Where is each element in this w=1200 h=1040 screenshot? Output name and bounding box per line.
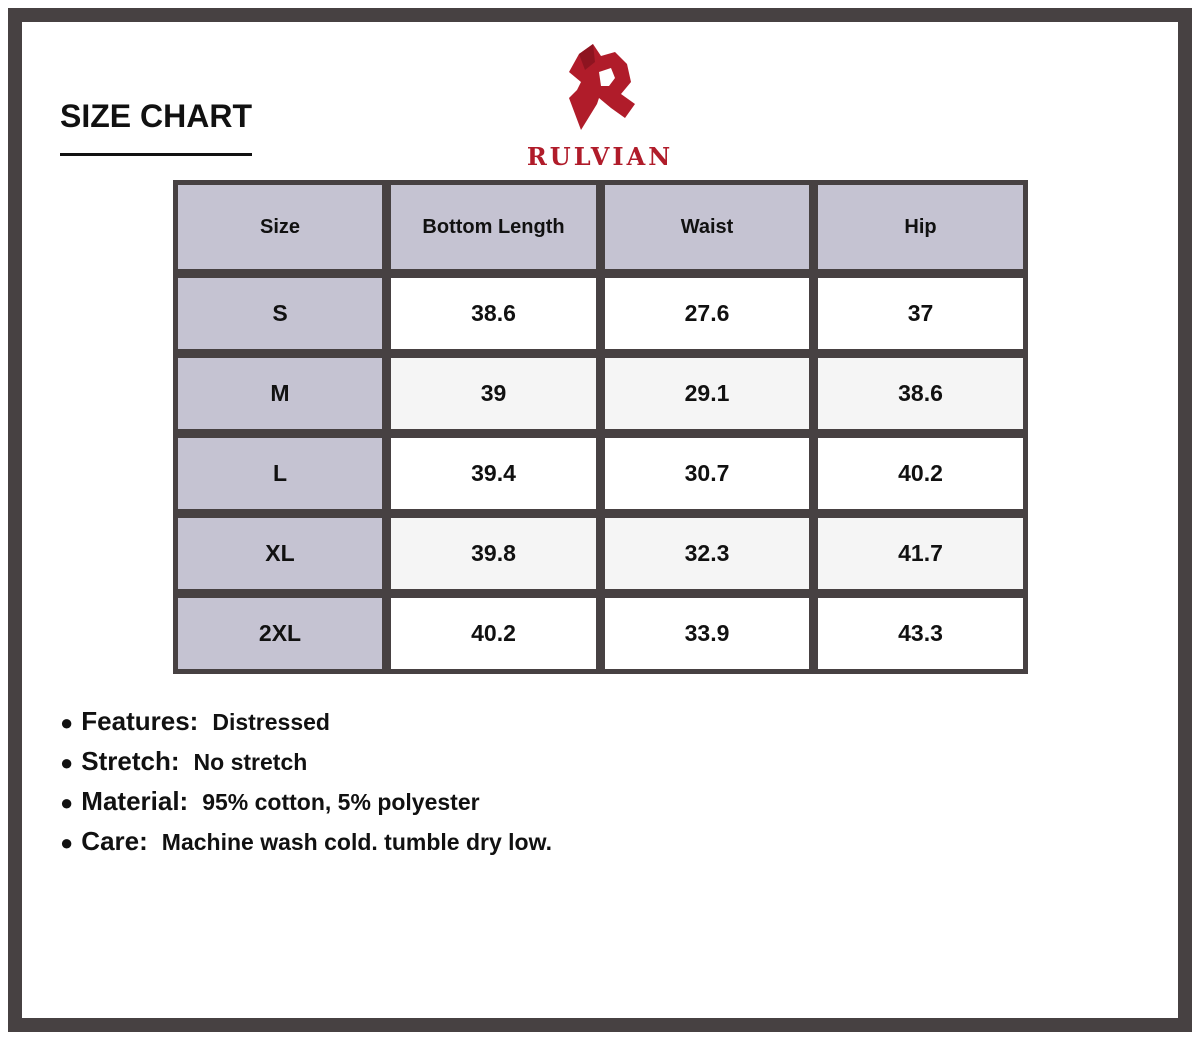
brand-logo: RULVIAN [520, 42, 680, 171]
spec-list: ● Features: Distressed ● Stretch: No str… [60, 706, 552, 866]
spec-value: Machine wash cold. tumble dry low. [161, 829, 552, 855]
header-bottom-length: Bottom Length [391, 185, 596, 269]
size-table: Size Bottom Length Waist Hip S 38.6 27.6… [173, 180, 1028, 674]
hip-cell: 41.7 [818, 518, 1023, 589]
size-cell: S [178, 278, 382, 349]
hip-cell: 40.2 [818, 438, 1023, 509]
bottom-length-cell: 39.8 [391, 518, 596, 589]
bullet-icon: ● [60, 830, 74, 855]
spec-label: Stretch: [81, 746, 180, 776]
bullet-icon: ● [60, 790, 74, 815]
hip-cell: 37 [818, 278, 1023, 349]
hip-cell: 43.3 [818, 598, 1023, 669]
header-hip: Hip [818, 185, 1023, 269]
spec-care: ● Care: Machine wash cold. tumble dry lo… [60, 826, 552, 866]
waist-cell: 32.3 [605, 518, 809, 589]
bottom-length-cell: 38.6 [391, 278, 596, 349]
spec-features: ● Features: Distressed [60, 706, 552, 746]
bullet-icon: ● [60, 710, 74, 735]
waist-cell: 33.9 [605, 598, 809, 669]
size-cell: M [178, 358, 382, 429]
title-underline [60, 153, 252, 156]
page-title: SIZE CHART [60, 98, 252, 134]
bullet-icon: ● [60, 750, 74, 775]
waist-cell: 30.7 [605, 438, 809, 509]
bottom-length-cell: 40.2 [391, 598, 596, 669]
size-cell: XL [178, 518, 382, 589]
size-cell: L [178, 438, 382, 509]
hip-cell: 38.6 [818, 358, 1023, 429]
brand-name: RULVIAN [526, 142, 674, 171]
header-waist: Waist [605, 185, 809, 269]
spec-value: Distressed [212, 709, 330, 735]
spec-material: ● Material: 95% cotton, 5% polyester [60, 786, 552, 826]
spec-label: Features: [81, 706, 199, 736]
bottom-length-cell: 39 [391, 358, 596, 429]
waist-cell: 27.6 [605, 278, 809, 349]
spec-label: Material: [81, 786, 189, 816]
spec-label: Care: [81, 826, 148, 856]
header-size: Size [178, 185, 382, 269]
size-cell: 2XL [178, 598, 382, 669]
spec-value: No stretch [193, 749, 308, 775]
spec-value: 95% cotton, 5% polyester [202, 789, 480, 815]
brand-r-mark-icon [569, 44, 635, 130]
bottom-length-cell: 39.4 [391, 438, 596, 509]
spec-stretch: ● Stretch: No stretch [60, 746, 552, 786]
waist-cell: 29.1 [605, 358, 809, 429]
